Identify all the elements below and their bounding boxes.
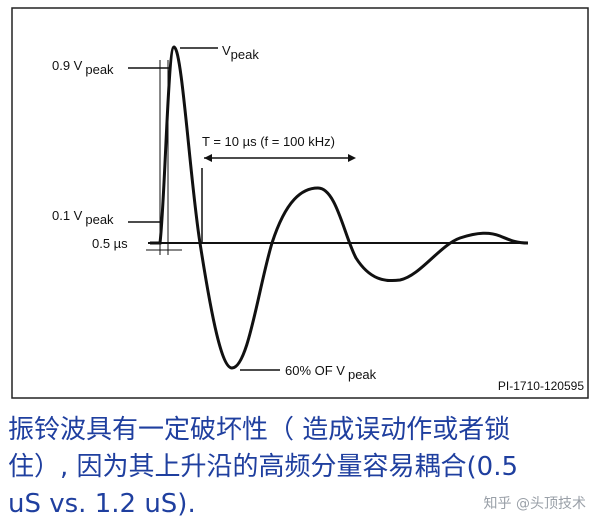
frame [11,7,589,399]
caption-line: uS vs. 1.2 uS). [8,489,196,519]
caption-line: 住）, 因为其上升沿的高频分量容易耦合(0.5 [8,452,519,482]
caption: 振铃波具有一定破坏性（ 造成误动作或者锁 住）, 因为其上升沿的高频分量容易耦合… [8,412,598,523]
label: T = 10 µs (f = 100 kHz) [202,134,335,149]
label: Vpeak [222,43,259,62]
watermark: 知乎 @头顶技术 [483,496,586,512]
label: PI-1710-120595 [498,379,584,393]
waveform [150,45,529,370]
label: 0.5 µs [92,236,128,251]
caption-line: 振铃波具有一定破坏性（ 造成误动作或者锁 [8,415,511,445]
